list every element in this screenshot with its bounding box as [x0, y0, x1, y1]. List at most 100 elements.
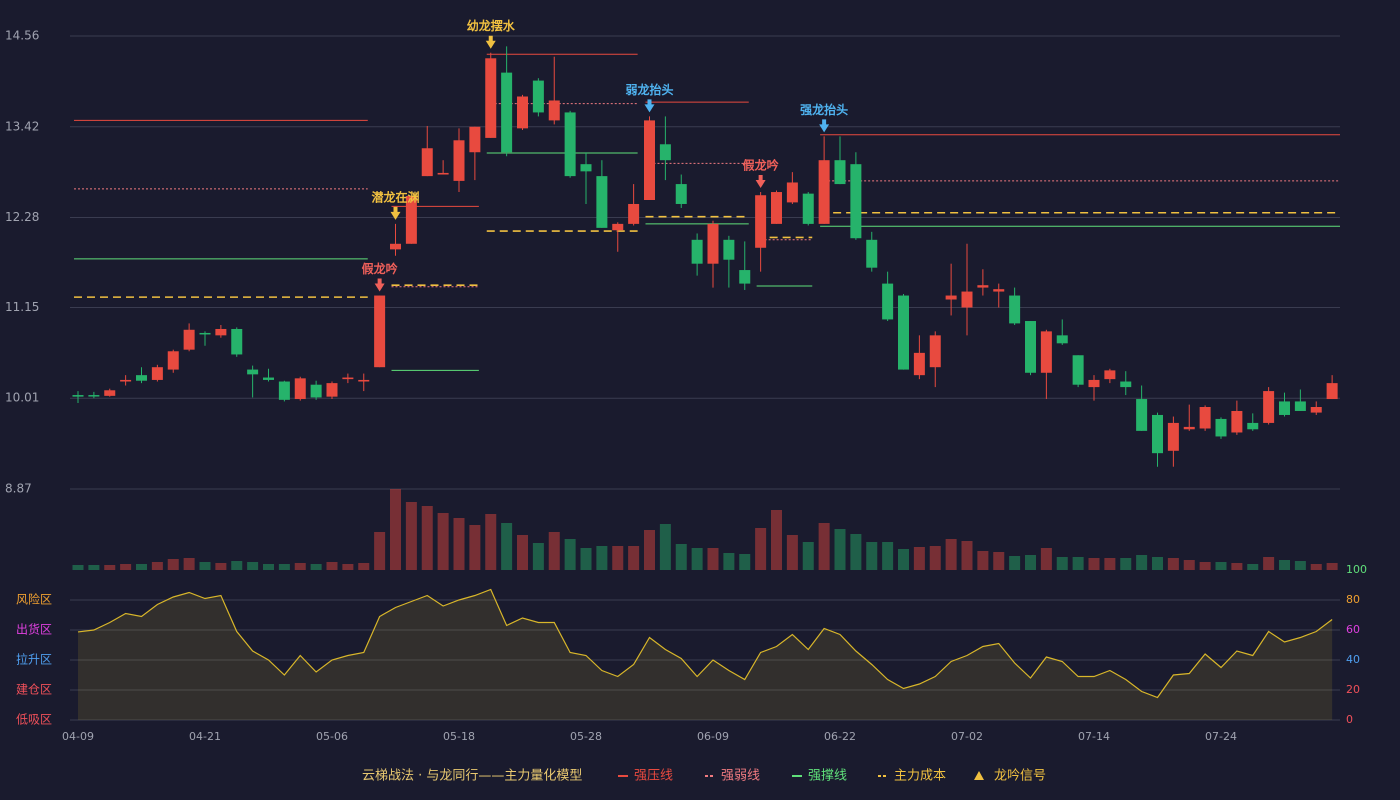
candle-body: [1056, 335, 1068, 344]
volume-bar: [1104, 558, 1116, 570]
candle-body: [485, 58, 497, 138]
y-tick-label: 10.01: [5, 391, 39, 405]
volume-bar: [294, 563, 306, 570]
candle-body: [1152, 414, 1163, 454]
candle-body: [993, 289, 1005, 292]
volume-bar: [342, 564, 354, 570]
volume-bar: [755, 528, 767, 570]
candle-body: [929, 335, 941, 368]
candle-body: [802, 193, 814, 224]
volume-bar: [1167, 558, 1179, 570]
candle-body: [294, 378, 306, 400]
volume-bar: [1152, 557, 1163, 570]
volume-bar: [278, 564, 290, 570]
candle-body: [882, 283, 894, 320]
volume-bar: [247, 562, 259, 570]
volume-bar: [580, 548, 592, 570]
candle-body: [120, 379, 132, 382]
candle-body: [374, 295, 386, 368]
candle-body: [628, 203, 640, 224]
candle-body: [818, 160, 830, 224]
volume-bar: [739, 554, 751, 570]
oscillator-line: [77, 588, 1333, 699]
candle-body: [786, 182, 798, 203]
candle-body: [88, 395, 100, 397]
candle-body: [659, 144, 671, 161]
candle-body: [850, 164, 862, 239]
candle-body: [151, 367, 163, 380]
candle-body: [199, 332, 211, 335]
volume-bar: [1088, 558, 1100, 570]
candle-body: [1025, 321, 1036, 373]
volume-bar: [882, 542, 894, 570]
volume-bar: [1120, 558, 1132, 570]
volume-bar: [1025, 555, 1036, 570]
candle-body: [247, 369, 259, 375]
candle-body: [136, 375, 147, 381]
volume-bar: [120, 564, 132, 570]
candle-body: [1120, 381, 1132, 388]
candle-body: [548, 100, 560, 121]
volume-bar: [1199, 562, 1211, 570]
volume-bar: [644, 530, 655, 570]
volume-bar: [834, 529, 846, 570]
volume-bar: [358, 563, 370, 570]
volume-bar: [1326, 563, 1338, 570]
volume-bar: [1056, 557, 1068, 570]
candle-body: [215, 328, 227, 336]
signal-arrow: [374, 278, 385, 292]
volume-bar: [263, 564, 274, 570]
candle-body: [183, 329, 195, 350]
legend-label: 龙吟信号: [994, 768, 1046, 784]
candle-body: [1088, 379, 1100, 388]
volume-bar: [1215, 562, 1227, 570]
candle-body: [72, 395, 84, 397]
x-tick-label: 05-28: [570, 730, 602, 743]
candle-body: [1231, 410, 1243, 433]
candle-body: [707, 223, 719, 264]
candle-body: [1326, 383, 1338, 400]
volume-bar: [596, 546, 608, 570]
candle-body: [310, 384, 322, 398]
candle-body: [644, 120, 655, 201]
candle-body: [263, 377, 274, 380]
legend-title: 云梯战法 · 与龙同行——主力量化模型: [362, 769, 582, 784]
volume-bar: [1009, 556, 1021, 570]
candle-body: [390, 243, 401, 250]
volume-bar: [564, 539, 576, 570]
candle-body: [231, 328, 243, 355]
volume-bar: [929, 546, 941, 570]
candle-body: [612, 223, 624, 231]
volume-bar: [913, 547, 925, 570]
volume-bar: [1072, 557, 1084, 570]
volume-bar: [1183, 560, 1195, 570]
signal-arrow: [755, 175, 766, 189]
candle-body: [517, 96, 528, 129]
candle-body: [596, 176, 608, 228]
volume-bar: [977, 551, 989, 570]
volume-bar: [548, 532, 560, 570]
x-tick-label: 07-14: [1078, 730, 1110, 743]
candle-body: [723, 239, 735, 260]
y-tick-label: 8.87: [5, 482, 32, 496]
y-tick-label: 13.42: [5, 119, 39, 133]
volume-bar: [945, 539, 957, 570]
volume-bar: [151, 562, 163, 570]
y2-tick-label: 80: [1346, 593, 1360, 606]
signal-label: 幼龙摆水: [467, 18, 516, 33]
volume-bar: [898, 549, 909, 570]
volume-bar: [532, 543, 544, 570]
candle-body: [580, 164, 592, 172]
volume-bar: [231, 561, 243, 570]
legend-swatch: [974, 771, 984, 780]
x-tick-label: 04-09: [62, 730, 94, 743]
candle-body: [977, 285, 989, 288]
volume-bar: [517, 535, 528, 570]
x-tick-label: 06-22: [824, 730, 856, 743]
candle-body: [453, 140, 465, 181]
volume-bar: [390, 489, 401, 570]
volume-bar: [675, 544, 687, 570]
volume-bar: [1136, 555, 1148, 570]
volume-bar: [1294, 561, 1306, 570]
